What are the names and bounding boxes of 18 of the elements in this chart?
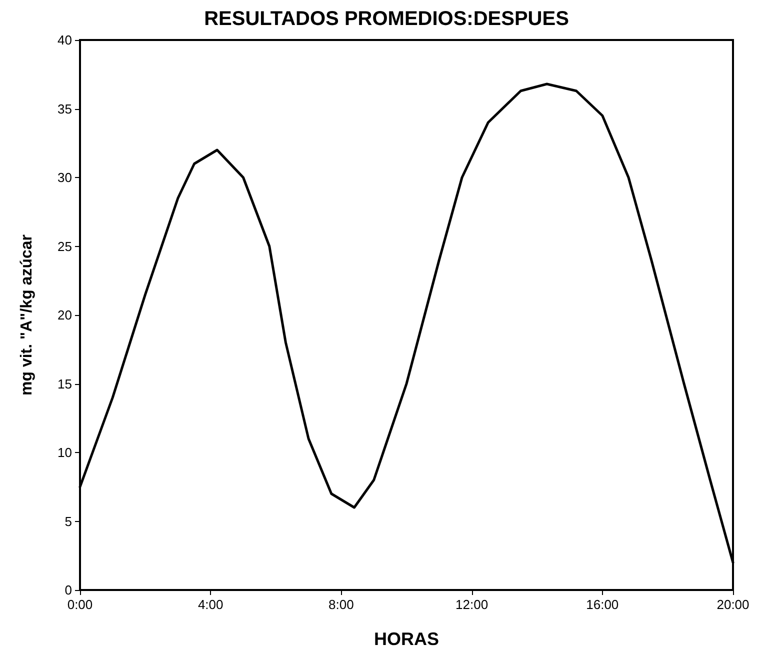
y-tick-label: 25 xyxy=(58,238,72,254)
y-tick-label: 30 xyxy=(58,170,72,185)
y-axis-title: mg vit. "A"/kg azúcar xyxy=(18,234,36,396)
x-axis-title: HORAS xyxy=(374,629,440,649)
chart-title: RESULTADOS PROMEDIOS:DESPUES xyxy=(204,8,569,30)
y-tick-label: 35 xyxy=(58,101,72,116)
y-tick-label: 15 xyxy=(58,376,72,392)
y-tick-label: 0 xyxy=(64,582,72,598)
y-tick-label: 5 xyxy=(64,514,72,529)
x-tick-label: 12:00 xyxy=(456,597,488,612)
x-tick-label: 4:00 xyxy=(198,597,224,612)
x-tick-label: 20:00 xyxy=(716,597,750,612)
y-tick-label: 20 xyxy=(58,308,72,322)
y-tick-label: 10 xyxy=(58,445,72,460)
x-tick-label: 8:00 xyxy=(328,597,354,612)
x-tick-label: 0:00 xyxy=(67,597,93,612)
x-tick-label: 16:00 xyxy=(586,597,619,612)
y-tick-label: 40 xyxy=(58,32,72,48)
